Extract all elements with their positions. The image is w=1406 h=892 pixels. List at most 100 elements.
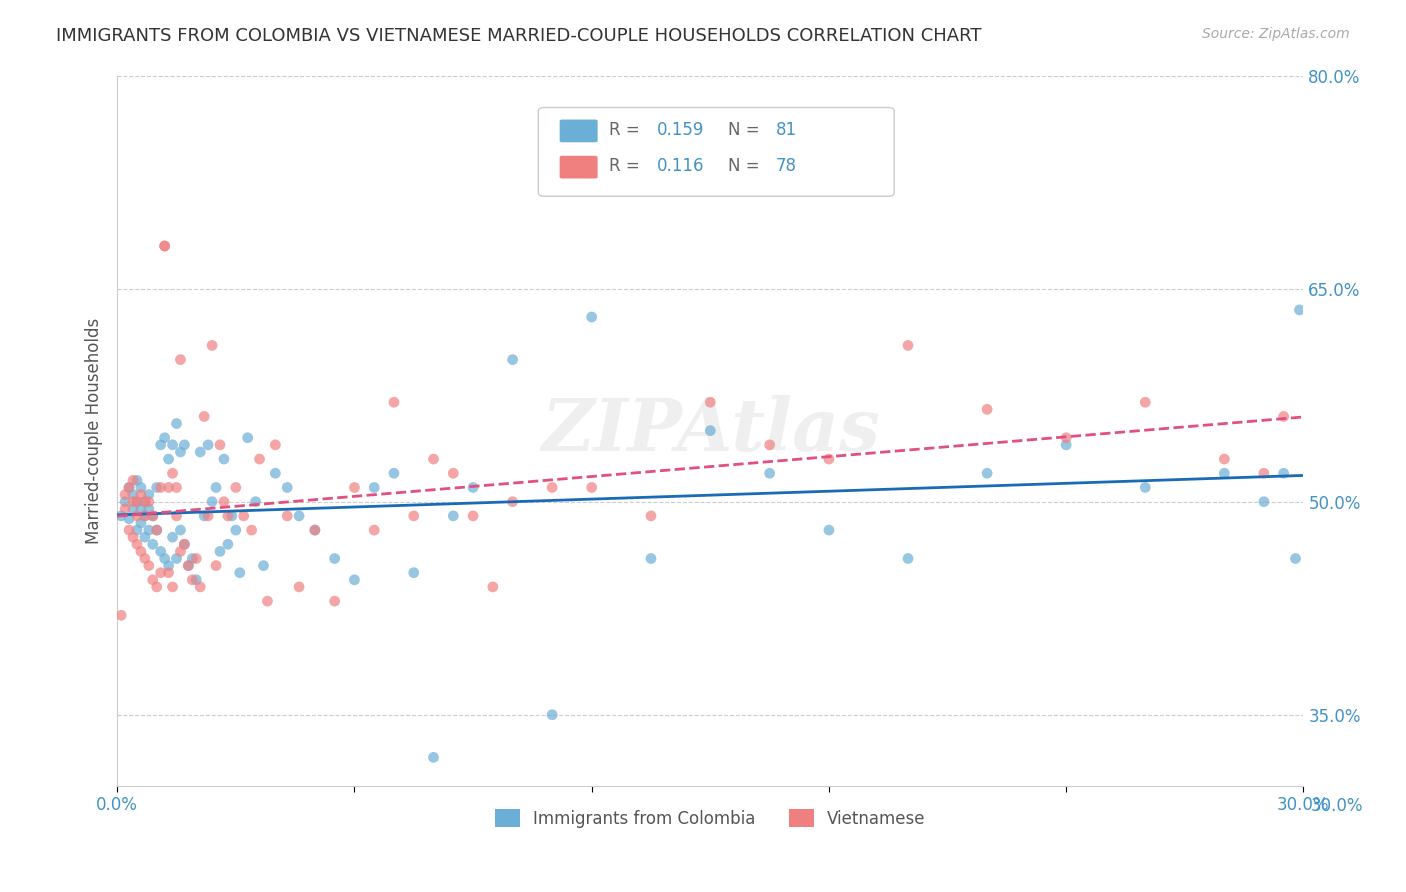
Point bbox=[502, 352, 524, 367]
Point bbox=[240, 523, 263, 537]
Point bbox=[581, 480, 603, 494]
Point bbox=[217, 508, 239, 523]
Point bbox=[153, 431, 176, 445]
Point bbox=[138, 494, 160, 508]
Point bbox=[122, 474, 145, 488]
Point bbox=[157, 558, 180, 573]
Point bbox=[343, 480, 366, 494]
Point bbox=[201, 494, 224, 508]
Point bbox=[153, 551, 176, 566]
Point bbox=[897, 551, 920, 566]
Point bbox=[129, 516, 152, 530]
Point bbox=[142, 508, 165, 523]
Point bbox=[323, 551, 346, 566]
Point bbox=[188, 580, 211, 594]
Point bbox=[363, 480, 385, 494]
Point bbox=[157, 480, 180, 494]
Point bbox=[212, 452, 235, 467]
Point bbox=[166, 417, 188, 431]
Point bbox=[145, 580, 167, 594]
Point bbox=[323, 594, 346, 608]
Text: N =: N = bbox=[728, 157, 765, 176]
Point bbox=[276, 508, 298, 523]
Text: 78: 78 bbox=[776, 157, 797, 176]
Point bbox=[157, 566, 180, 580]
Point bbox=[122, 494, 145, 508]
Point bbox=[181, 551, 204, 566]
Point bbox=[125, 494, 148, 508]
Point bbox=[1284, 551, 1306, 566]
Point bbox=[818, 523, 841, 537]
Point bbox=[1272, 409, 1295, 424]
FancyBboxPatch shape bbox=[560, 120, 598, 143]
Point bbox=[162, 467, 184, 481]
Point bbox=[162, 438, 184, 452]
Point bbox=[288, 508, 311, 523]
Text: 0.116: 0.116 bbox=[657, 157, 704, 176]
Point bbox=[288, 580, 311, 594]
Point bbox=[118, 480, 141, 494]
Point bbox=[177, 558, 200, 573]
Point bbox=[142, 537, 165, 551]
Point bbox=[169, 523, 191, 537]
Point bbox=[134, 508, 156, 523]
Point bbox=[221, 508, 243, 523]
Point bbox=[114, 501, 136, 516]
Text: 0.159: 0.159 bbox=[657, 121, 704, 139]
Point bbox=[134, 551, 156, 566]
Text: Source: ZipAtlas.com: Source: ZipAtlas.com bbox=[1202, 27, 1350, 41]
Point bbox=[188, 445, 211, 459]
Point bbox=[212, 494, 235, 508]
Point bbox=[976, 467, 998, 481]
Point bbox=[402, 566, 425, 580]
Point bbox=[153, 239, 176, 253]
Point bbox=[758, 467, 780, 481]
Point bbox=[122, 530, 145, 544]
Point bbox=[114, 487, 136, 501]
Point bbox=[177, 558, 200, 573]
Point bbox=[134, 508, 156, 523]
Point bbox=[173, 438, 195, 452]
Point bbox=[110, 608, 132, 623]
Point bbox=[581, 310, 603, 324]
Point bbox=[173, 537, 195, 551]
Point bbox=[129, 480, 152, 494]
Point bbox=[166, 480, 188, 494]
Text: R =: R = bbox=[609, 121, 645, 139]
Point bbox=[118, 523, 141, 537]
Point bbox=[699, 395, 721, 409]
Point bbox=[640, 551, 662, 566]
Point bbox=[166, 508, 188, 523]
Point bbox=[225, 480, 247, 494]
Point bbox=[897, 338, 920, 352]
Text: IMMIGRANTS FROM COLOMBIA VS VIETNAMESE MARRIED-COUPLE HOUSEHOLDS CORRELATION CHA: IMMIGRANTS FROM COLOMBIA VS VIETNAMESE M… bbox=[56, 27, 981, 45]
Point bbox=[208, 438, 231, 452]
Legend: Immigrants from Colombia, Vietnamese: Immigrants from Colombia, Vietnamese bbox=[488, 803, 932, 834]
Point bbox=[264, 438, 287, 452]
Point bbox=[343, 573, 366, 587]
Point bbox=[149, 480, 172, 494]
Point bbox=[461, 508, 484, 523]
Point bbox=[1272, 467, 1295, 481]
Point bbox=[122, 487, 145, 501]
Text: ZIPAtlas: ZIPAtlas bbox=[541, 395, 880, 467]
Point bbox=[208, 544, 231, 558]
Point bbox=[162, 530, 184, 544]
Point bbox=[142, 508, 165, 523]
Point bbox=[138, 487, 160, 501]
Point bbox=[129, 487, 152, 501]
Point bbox=[264, 467, 287, 481]
Point bbox=[1253, 467, 1275, 481]
Point bbox=[229, 566, 252, 580]
Point bbox=[502, 494, 524, 508]
Point bbox=[232, 508, 254, 523]
Point bbox=[125, 494, 148, 508]
Point bbox=[142, 573, 165, 587]
Point bbox=[1135, 480, 1157, 494]
Point bbox=[114, 494, 136, 508]
Point bbox=[304, 523, 326, 537]
Point bbox=[249, 452, 271, 467]
Point bbox=[118, 480, 141, 494]
Point bbox=[193, 508, 215, 523]
Point bbox=[225, 523, 247, 537]
